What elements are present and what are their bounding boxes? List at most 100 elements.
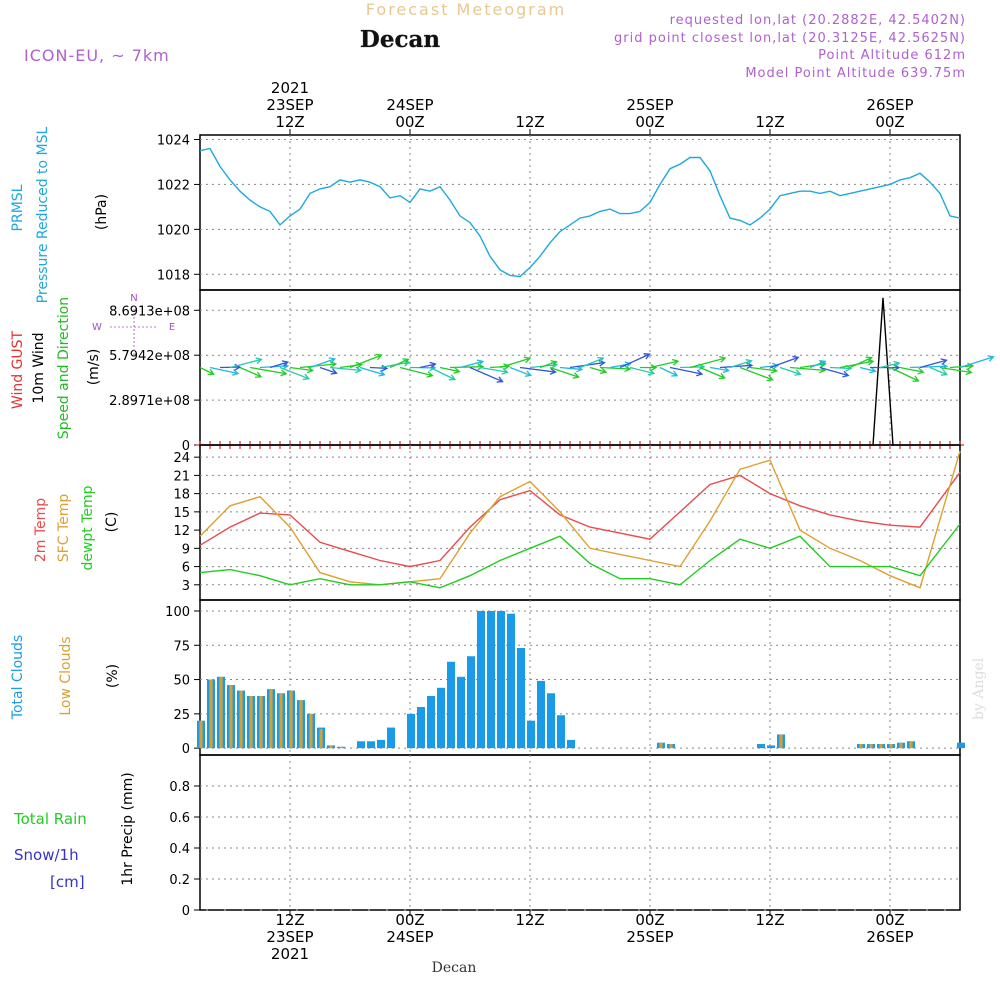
total-cloud-bar [957, 743, 965, 748]
wind-arrow [790, 368, 825, 371]
low-cloud-bar [229, 685, 232, 748]
low-cloud-bar [319, 729, 322, 748]
y-tick-label: 24 [173, 451, 190, 466]
low-cloud-bar [209, 680, 212, 749]
y-tick-label: 0.8 [169, 780, 190, 795]
y-tick-label: 75 [173, 639, 190, 654]
wind-arrow [470, 368, 503, 382]
ylabel-wind-gust: Wind GUST [10, 330, 26, 409]
total-cloud-bar [547, 693, 555, 748]
panel-wind: 0 2.8971e+08 5.7942e+08 8.6913e+08N W E [92, 290, 993, 454]
ylabel-precip: 1hr Precip (mm) [120, 772, 136, 885]
low-cloud-bar [659, 743, 662, 748]
y-tick-label: 1024 [157, 133, 190, 148]
requested-coords: requested lon,lat (20.2882E, 42.5402N) [670, 13, 966, 28]
panel-pressure: 1018 1020 1022 1024 [157, 133, 960, 290]
ylabel-2m-temp: 2m Temp [33, 498, 49, 562]
ylabel-speed-direction: Speed and Direction [56, 297, 72, 439]
ylabel-dewpt-temp: dewpt Temp [80, 485, 96, 570]
time-label-top: 12Z [755, 113, 784, 131]
total-cloud-bar [367, 741, 375, 748]
y-tick-label: 18 [173, 488, 190, 503]
pressure-line [200, 149, 960, 277]
time-label-top: 25SEP [626, 96, 673, 114]
time-label-bottom: 12Z [755, 911, 784, 929]
y-tick-label: 0.4 [169, 842, 190, 857]
wind-arrow [490, 366, 509, 367]
legend-snow: Snow/1h [14, 846, 79, 864]
y-tick-label: 0.2 [169, 873, 190, 888]
wind-arrow [600, 368, 630, 369]
ylabel-low-clouds: Low Clouds [58, 636, 74, 715]
chart-location-title: Decan [360, 26, 440, 53]
ylabel-prmsl: PRMSL [10, 184, 26, 231]
time-label-top: 2021 [271, 79, 309, 97]
low-cloud-bar [309, 714, 312, 748]
y-tick-label: 1020 [157, 223, 190, 238]
y-tick-label: 21 [173, 469, 190, 484]
y-tick-label: 1018 [157, 268, 190, 283]
total-cloud-bar [467, 656, 475, 748]
total-cloud-bar [507, 614, 515, 748]
low-cloud-bar [259, 696, 262, 748]
time-label-top: 24SEP [386, 96, 433, 114]
total-cloud-bar [417, 707, 425, 748]
low-cloud-bar [669, 744, 672, 748]
y-tick-label: 25 [173, 708, 190, 723]
compass-w: W [92, 322, 102, 333]
time-label-top: 12Z [275, 113, 304, 131]
total-cloud-bar [377, 740, 385, 748]
compass-e: E [169, 322, 175, 333]
low-cloud-bar [249, 696, 252, 748]
y-tick-label: 5.7942e+08 [109, 349, 190, 364]
time-label-top: 26SEP [866, 96, 913, 114]
time-label-bottom: 23SEP [266, 928, 313, 946]
total-cloud-bar [527, 721, 535, 748]
total-cloud-bar [427, 696, 435, 748]
wind-arrow [690, 358, 725, 367]
time-label-top: 00Z [395, 113, 424, 131]
ylabel-celsius: (C) [104, 512, 120, 533]
wind-arrow [450, 367, 483, 368]
ylabel-ms: (m/s) [86, 349, 102, 386]
point-altitude: Point Altitude 612m [818, 48, 966, 63]
low-cloud-bar [859, 744, 862, 748]
y-tick-label: 0 [182, 904, 190, 919]
y-tick-label: 0 [182, 742, 190, 757]
ylabel-sfc-temp: SFC Temp [56, 494, 72, 563]
model-point-altitude: Model Point Altitude 639.75m [745, 66, 966, 81]
compass-n: N [130, 293, 137, 304]
low-cloud-bar [199, 721, 202, 748]
total-cloud-bar [757, 744, 765, 748]
time-label-bottom: 24SEP [386, 928, 433, 946]
time-label-bottom: 25SEP [626, 928, 673, 946]
time-axis-labels: 202123SEP12Z24SEP00Z 12Z25SEP00Z 12Z26SEP0… [266, 79, 913, 963]
ylabel-10m-wind: 10m Wind [31, 332, 47, 403]
low-cloud-bar [909, 741, 912, 748]
low-cloud-bar [899, 743, 902, 748]
total-cloud-bar [437, 688, 445, 748]
wind-arrow [890, 368, 918, 381]
low-cloud-bar [869, 744, 872, 748]
low-cloud-bar [269, 689, 272, 748]
time-label-top: 00Z [875, 113, 904, 131]
total-cloud-bar [387, 728, 395, 749]
low-cloud-bar [329, 745, 332, 748]
wind-arrow [770, 357, 798, 367]
time-label-bottom: 2021 [271, 945, 309, 963]
total-cloud-bar [537, 681, 545, 748]
y-tick-label: 50 [173, 674, 190, 689]
temp2m-line [200, 472, 960, 566]
panel-temperature: 3 6 9 12 15 18 21 24 [173, 445, 960, 600]
time-label-top: 00Z [635, 113, 664, 131]
total-cloud-bar [557, 715, 565, 748]
low-cloud-bar [299, 700, 302, 748]
panel-precip: 00.20.40.60.8Total RainSnow/1h[cm] [13, 755, 960, 919]
ylabel-percent: (%) [105, 664, 121, 688]
time-label-bottom: 00Z [635, 911, 664, 929]
total-cloud-bar [487, 611, 495, 748]
time-label-top: 12Z [515, 113, 544, 131]
wind-arrow [620, 354, 650, 367]
y-tick-label: 8.6913e+08 [109, 304, 190, 319]
panels: 1018 1020 1022 1024 PRMSL Pressure Reduced to… [10, 126, 993, 919]
